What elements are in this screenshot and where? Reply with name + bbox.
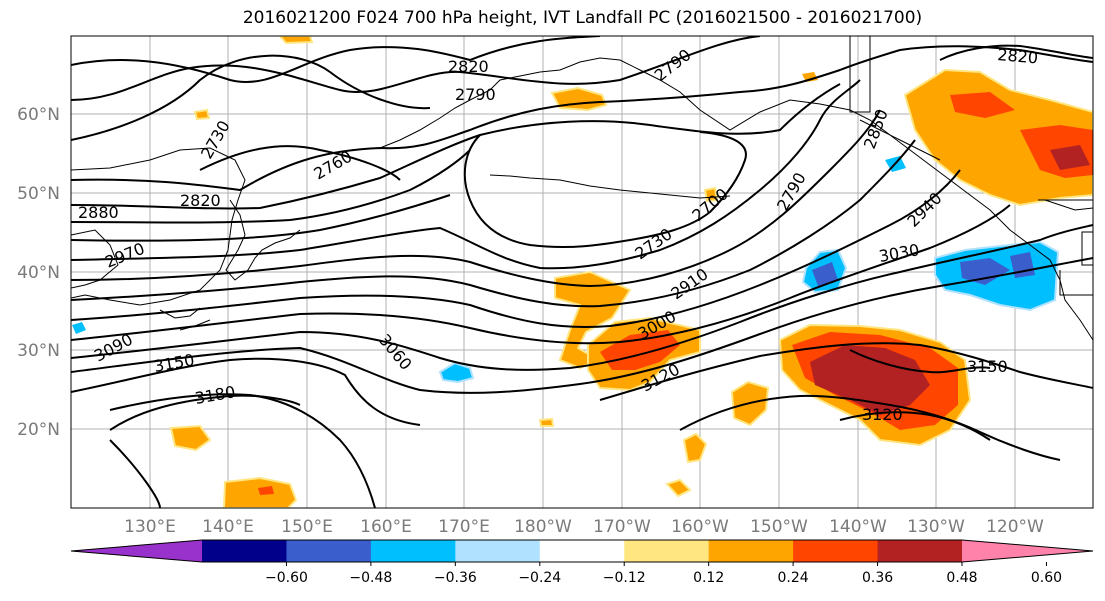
lon-label: 140°W (829, 517, 887, 537)
lat-label: 20°N (17, 420, 60, 440)
lon-label: 130°E (124, 517, 176, 537)
colorbar-segment (793, 540, 879, 562)
map-area: 2820 2790 2790 2730 2760 2880 2820 2970 … (71, 36, 1093, 508)
lat-label: 30°N (17, 341, 60, 361)
lon-label: 170°E (438, 517, 490, 537)
lon-label: 170°W (593, 517, 651, 537)
colorbar-segment (286, 540, 372, 562)
lon-label: 160°E (360, 517, 412, 537)
colorbar-segment (370, 540, 456, 562)
colorbar-tick-label: −0.12 (603, 570, 646, 586)
colorbar-segment (455, 540, 541, 562)
map-title: 2016021200 F024 700 hPa height, IVT Land… (242, 8, 923, 28)
colorbar-tick-label: 0.48 (946, 570, 977, 586)
colorbar-segment (202, 540, 287, 562)
map-frame (70, 35, 1094, 509)
colorbar-extend-max (962, 540, 1093, 562)
lon-label: 130°W (907, 517, 965, 537)
contour-label: 2820 (997, 45, 1039, 67)
colorbar: −0.60 −0.48 −0.36 −0.24 −0.12 0.12 0.24 0.36 0.4… (70, 539, 1094, 586)
colorbar-tick-label: −0.24 (518, 570, 561, 586)
colorbar-tick-label: −0.60 (265, 570, 308, 586)
lat-label: 50°N (17, 184, 60, 204)
colorbar-segment (539, 540, 625, 562)
colorbar-outline (70, 539, 1094, 563)
colorbar-segment (708, 540, 794, 562)
lat-label: 60°N (17, 105, 60, 125)
lon-label: 160°W (671, 517, 729, 537)
colorbar-tick-label: 0.12 (693, 570, 724, 586)
colorbar-segment (624, 540, 710, 562)
colorbar-tick-label: −0.48 (349, 570, 392, 586)
contour-label: 2820 (448, 57, 489, 76)
colorbar-extend-min (71, 540, 202, 562)
contour-label: 2820 (180, 191, 221, 210)
lon-label: 150°E (281, 517, 333, 537)
lon-label: 140°E (202, 517, 254, 537)
contour-label: 3120 (862, 405, 903, 424)
colorbar-segment (877, 540, 963, 562)
lon-label: 150°W (750, 517, 808, 537)
colorbar-tick-label: 0.36 (862, 570, 893, 586)
longitude-labels: 130°E 140°E 150°E 160°E 170°E 180°W 170°… (124, 517, 1044, 537)
lon-label: 120°W (986, 517, 1044, 537)
contour-label: 2880 (78, 203, 119, 222)
contour-label: 3150 (967, 357, 1008, 376)
height-contours (71, 36, 1093, 508)
colorbar-tick-label: −0.36 (434, 570, 477, 586)
latitude-labels: 60°N 50°N 40°N 30°N 20°N (17, 105, 60, 440)
lon-label: 180°W (514, 517, 572, 537)
lat-label: 40°N (17, 263, 60, 283)
colorbar-tick-label: 0.24 (778, 570, 809, 586)
contour-label: 2790 (455, 85, 496, 104)
colorbar-tick-label: 0.60 (1031, 570, 1062, 586)
